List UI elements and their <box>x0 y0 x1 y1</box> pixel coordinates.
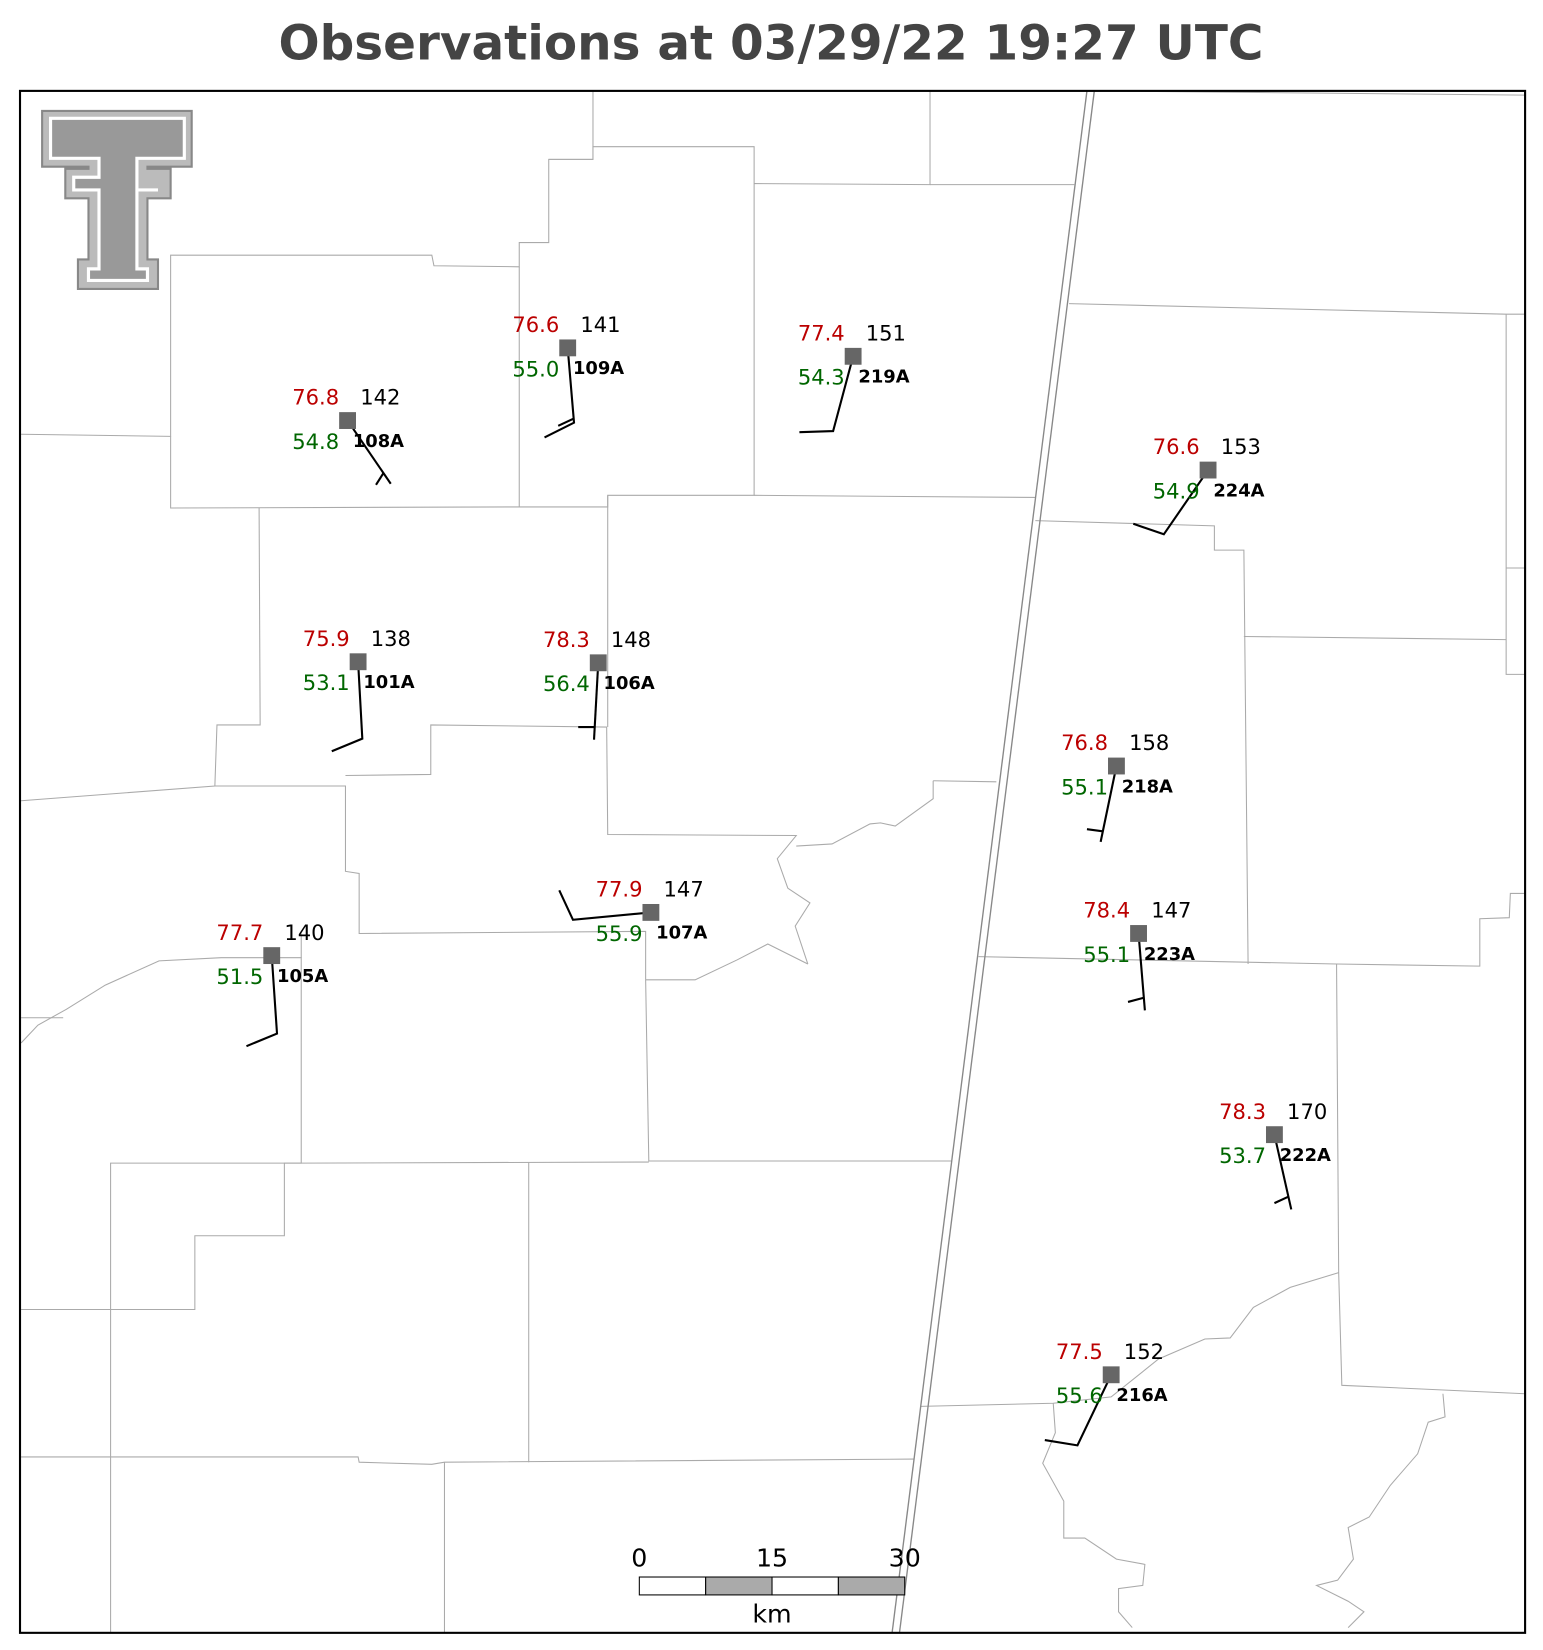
wind-barb-flag <box>1127 996 1145 1003</box>
wind-barb-flag <box>1086 828 1103 833</box>
station-marker <box>589 654 607 672</box>
wind-barb <box>558 889 652 921</box>
temperature: 76.8 <box>1061 730 1108 755</box>
station-id: 105A <box>277 966 328 987</box>
temperature: 77.7 <box>216 920 263 945</box>
temperature: 77.5 <box>1056 1339 1103 1364</box>
station-marker <box>844 347 862 365</box>
wind-barb-flag <box>557 417 575 427</box>
wind-barb <box>1099 765 1118 843</box>
temperature: 78.4 <box>1083 898 1130 923</box>
station-value: 158 <box>1129 730 1169 755</box>
station-value: 151 <box>866 321 906 346</box>
scale-label: 0 <box>631 1543 647 1572</box>
station-id: 106A <box>604 673 655 694</box>
wind-barb <box>346 419 392 485</box>
temperature: 77.4 <box>798 321 845 346</box>
scale-segment <box>771 1576 839 1596</box>
station-marker <box>1199 461 1217 479</box>
station-value: 147 <box>664 877 704 902</box>
logo <box>41 109 193 290</box>
station-marker <box>559 339 577 357</box>
station-marker <box>1108 757 1125 775</box>
temperature: 76.8 <box>292 385 339 410</box>
station-id: 224A <box>1213 480 1264 501</box>
station-value: 142 <box>360 385 400 410</box>
temperature: 76.6 <box>512 312 559 337</box>
dewpoint: 55.1 <box>1061 774 1108 799</box>
station-marker <box>339 412 356 429</box>
scale-label: 15 <box>756 1543 788 1572</box>
scale-segment <box>638 1576 707 1596</box>
dewpoint: 54.3 <box>798 365 845 390</box>
wind-barb <box>592 662 600 740</box>
station-id: 109A <box>573 358 624 379</box>
station-id: 218A <box>1122 776 1173 797</box>
temperature: 78.3 <box>1219 1099 1266 1124</box>
dewpoint: 54.8 <box>292 429 339 454</box>
station-id: 107A <box>656 923 707 944</box>
wind-barb <box>246 955 279 1048</box>
station-marker <box>1102 1366 1120 1384</box>
dewpoint: 56.4 <box>543 671 590 696</box>
map-frame <box>18 89 1527 1634</box>
wind-barb-flag <box>1273 1195 1289 1205</box>
station-value: 147 <box>1151 898 1191 923</box>
station-marker <box>1265 1126 1283 1144</box>
station-value: 141 <box>580 312 620 337</box>
scale-label: 30 <box>889 1543 921 1572</box>
scale-segment <box>837 1576 906 1596</box>
dewpoint: 55.6 <box>1056 1383 1103 1408</box>
scale-bar: 0 15 30 km <box>631 1543 921 1628</box>
state-line <box>891 90 1095 1633</box>
stations: 76.8 142 54.8 108A 76.6 141 55.0 109A 77.4 151 54.… <box>216 312 1331 1447</box>
station-marker <box>263 947 281 965</box>
temperature: 78.3 <box>543 627 590 652</box>
station-id: 223A <box>1144 944 1195 965</box>
station-id: 222A <box>1280 1145 1331 1166</box>
station-value: 140 <box>284 920 324 945</box>
temperature: 75.9 <box>303 626 350 651</box>
dewpoint: 55.0 <box>512 356 559 381</box>
station-value: 148 <box>611 627 651 652</box>
station-marker <box>642 903 660 921</box>
station-id: 216A <box>1116 1385 1167 1406</box>
temperature: 77.9 <box>596 877 643 902</box>
wind-barb <box>331 661 364 753</box>
station-value: 138 <box>371 626 411 651</box>
station-value: 153 <box>1221 434 1261 459</box>
wind-barb <box>544 347 576 439</box>
wind-barb <box>799 356 855 434</box>
station-marker <box>349 653 367 671</box>
wind-barb-flag <box>375 472 385 486</box>
dewpoint: 55.1 <box>1083 942 1130 967</box>
station-id: 219A <box>858 367 909 388</box>
station-id: 101A <box>363 672 414 693</box>
dewpoint: 55.9 <box>596 921 643 946</box>
wind-barb <box>1132 469 1209 536</box>
station-value: 170 <box>1287 1099 1327 1124</box>
wind-barb <box>1273 1134 1293 1210</box>
county-lines <box>20 90 1526 1633</box>
station-marker <box>1130 925 1147 942</box>
title: Observations at 03/29/22 19:27 UTC <box>278 15 1263 71</box>
scale-unit: km <box>752 1599 791 1628</box>
wind-barb <box>1137 933 1146 1011</box>
dewpoint: 53.1 <box>303 670 350 695</box>
dewpoint: 51.5 <box>216 964 263 989</box>
station-id: 108A <box>353 431 404 452</box>
station-value: 152 <box>1124 1339 1164 1364</box>
scale-segment <box>705 1576 773 1596</box>
dewpoint: 54.9 <box>1153 478 1200 503</box>
wind-barb <box>1044 1374 1113 1447</box>
dewpoint: 53.7 <box>1219 1143 1266 1168</box>
temperature: 76.6 <box>1153 434 1200 459</box>
